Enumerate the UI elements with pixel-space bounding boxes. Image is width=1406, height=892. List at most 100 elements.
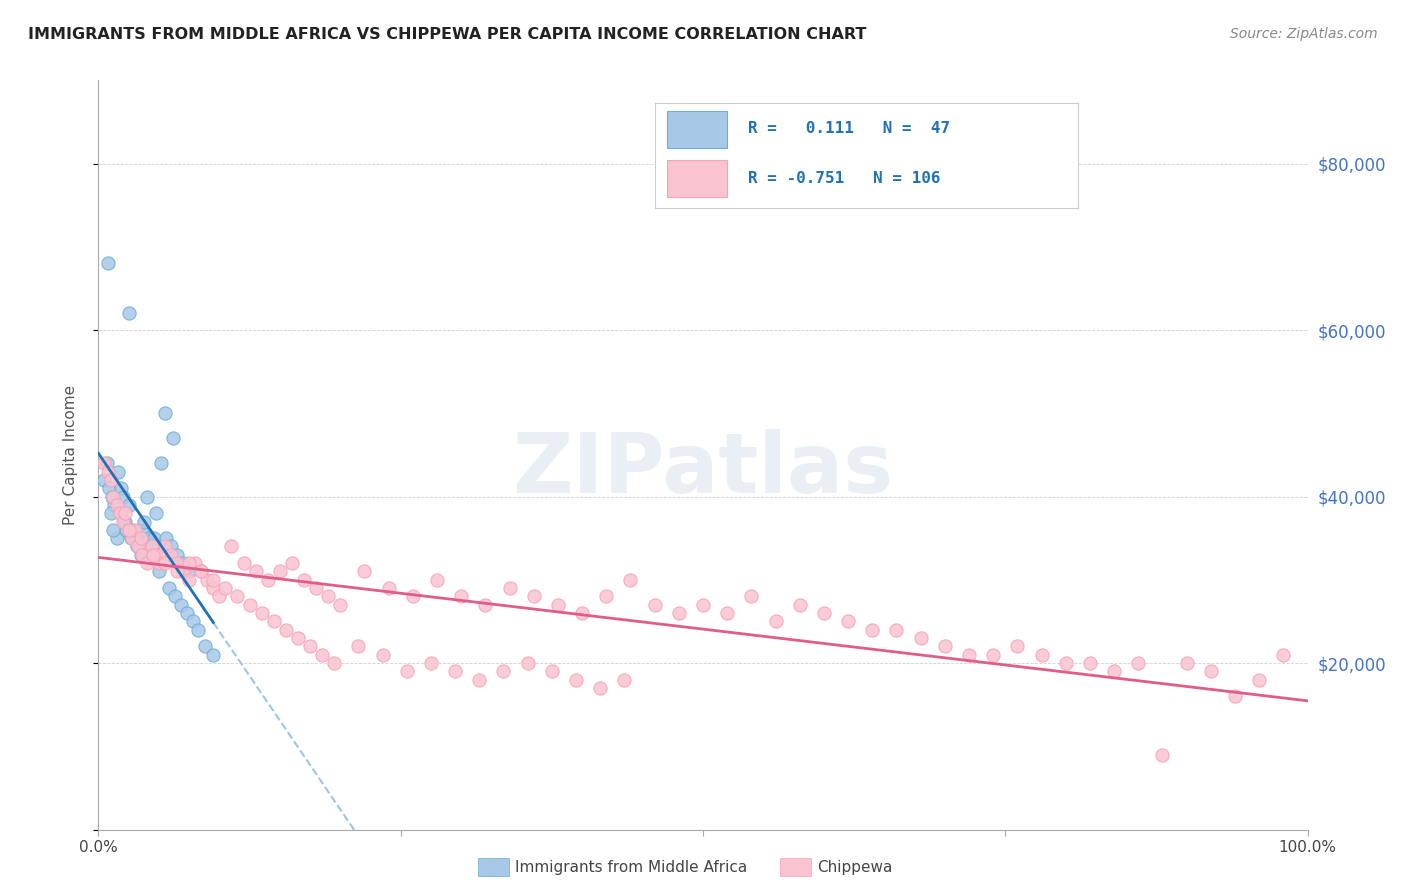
Point [692,598,714,612]
Text: Immigrants from Middle Africa: Immigrants from Middle Africa [515,860,747,874]
Point [108,506,131,520]
Point [121,531,143,545]
Point [1078,656,1101,670]
Point [157,581,180,595]
Point [450,590,472,604]
Point [492,665,515,679]
Point [101,490,124,504]
Point [176,606,198,620]
Point [250,606,273,620]
Point [395,665,418,679]
Point [148,565,170,579]
Point [97,465,120,479]
Point [118,523,141,537]
Point [172,556,194,570]
Point [153,540,176,554]
Point [498,581,520,595]
Point [120,531,142,545]
Point [135,490,157,504]
Point [860,623,883,637]
Point [571,606,593,620]
Point [160,548,183,562]
Text: IMMIGRANTS FROM MIDDLE AFRICA VS CHIPPEWA PER CAPITA INCOME CORRELATION CHART: IMMIGRANTS FROM MIDDLE AFRICA VS CHIPPEW… [28,27,866,42]
Point [668,606,690,620]
Point [121,523,143,537]
Point [194,640,217,654]
Point [134,515,156,529]
Point [1031,648,1053,662]
Point [202,648,225,662]
Point [124,531,146,545]
Point [166,548,188,562]
Point [516,656,538,670]
Point [934,640,956,654]
Point [256,573,278,587]
Point [789,598,811,612]
Point [910,631,932,645]
Point [190,565,212,579]
Point [226,590,249,604]
Point [98,481,121,495]
Point [93,456,115,470]
Point [105,498,128,512]
Point [105,531,128,545]
Point [1152,747,1174,762]
Point [589,681,612,695]
Point [305,581,328,595]
Point [468,673,491,687]
Point [299,640,322,654]
Point [402,590,425,604]
Point [145,548,167,562]
Point [93,473,115,487]
Point [1272,648,1295,662]
Point [287,631,309,645]
Point [444,665,467,679]
Point [163,590,186,604]
Point [166,556,188,570]
Point [214,581,236,595]
Point [129,548,152,562]
Point [143,531,166,545]
Point [112,515,135,529]
Point [239,598,262,612]
Point [127,540,149,554]
Point [153,556,176,570]
Point [1199,665,1222,679]
Point [716,606,738,620]
Point [474,598,496,612]
Point [166,565,188,579]
Point [981,648,1004,662]
Point [160,540,183,554]
Point [740,590,762,604]
Point [323,656,346,670]
Point [565,673,588,687]
Point [613,673,636,687]
Text: ZIPatlas: ZIPatlas [513,429,893,510]
Point [619,573,641,587]
Point [100,490,122,504]
Point [547,598,569,612]
Point [118,498,141,512]
Point [765,615,787,629]
Point [281,556,304,570]
Point [115,523,138,537]
Point [184,556,207,570]
Point [153,406,176,420]
Point [145,506,167,520]
Point [141,540,163,554]
Point [886,623,908,637]
Point [114,506,136,520]
Point [129,531,152,545]
Point [155,531,177,545]
Point [837,615,859,629]
Point [371,648,394,662]
Point [107,465,129,479]
Point [148,556,170,570]
Y-axis label: Per Capita Income: Per Capita Income [63,384,77,525]
Point [245,565,267,579]
Text: Chippewa: Chippewa [817,860,893,874]
Point [135,556,157,570]
Point [150,456,173,470]
Point [179,556,201,570]
Point [353,565,375,579]
